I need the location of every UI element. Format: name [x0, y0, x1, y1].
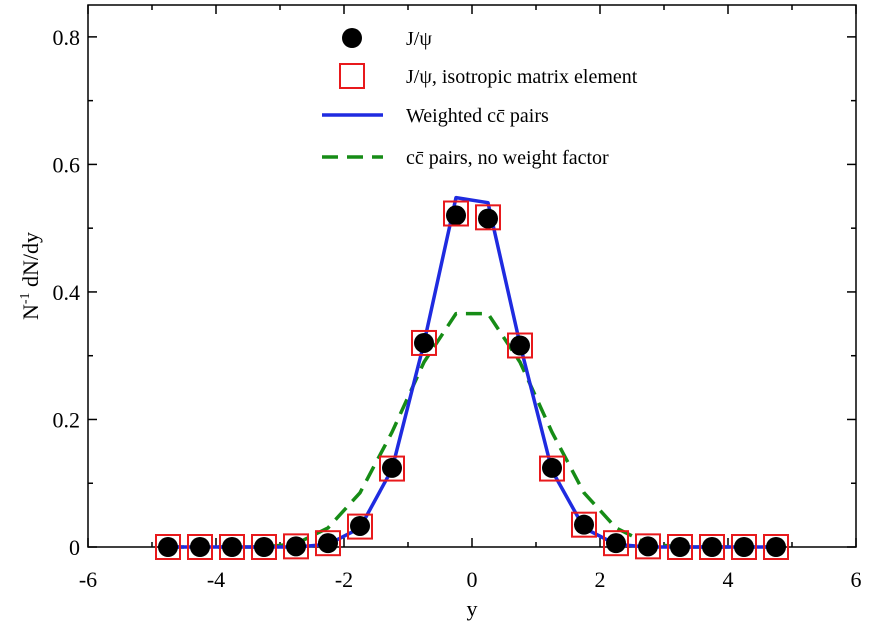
- jpsi-point: [574, 514, 594, 535]
- isotropic-point: [411, 329, 437, 356]
- jpsi-point: [414, 332, 434, 353]
- jpsi-point: [318, 533, 338, 554]
- jpsi-point: [478, 208, 498, 229]
- isotropic-point: [475, 204, 501, 231]
- y-tick-label: 0.8: [53, 25, 81, 50]
- isotropic-point: [187, 534, 213, 560]
- x-tick-label: -6: [79, 567, 97, 592]
- isotropic-point: [507, 332, 533, 359]
- axis-ticks: [87, 5, 857, 548]
- isotropic-point: [731, 534, 757, 560]
- isotropic-point: [315, 530, 341, 557]
- series-line-no-weight: [168, 311, 776, 549]
- legend-label: cc̄ pairs, no weight factor: [406, 147, 609, 169]
- y-axis-label-sup: -1: [18, 292, 33, 304]
- x-tick-label: 0: [467, 567, 478, 592]
- isotropic-point: [699, 534, 725, 560]
- isotropic-point: [155, 534, 181, 560]
- y-axis-label-rest: dN/dy: [18, 232, 43, 293]
- legend: J/ψ J/ψ, isotropic matrix element Weighted…: [322, 28, 638, 169]
- y-axis-label-base: N: [18, 304, 43, 320]
- jpsi-point: [734, 537, 754, 557]
- isotropic-point: [347, 513, 373, 540]
- jpsi-point: [254, 537, 274, 557]
- legend-label: J/ψ, isotropic matrix element: [406, 66, 638, 88]
- jpsi-point: [766, 537, 786, 557]
- jpsi-point: [190, 537, 210, 557]
- series-line-weighted: [168, 195, 776, 549]
- isotropic-point: [667, 534, 693, 560]
- y-tick-label: 0.2: [53, 407, 81, 432]
- y-tick-label: 0.6: [53, 152, 81, 177]
- isotropic-point: [443, 200, 469, 227]
- legend-symbol-circle: [342, 28, 362, 48]
- isotropic-point: [283, 533, 309, 560]
- jpsi-point: [702, 537, 722, 557]
- x-axis-label: y: [467, 596, 478, 621]
- jpsi-point: [606, 533, 626, 554]
- isotropic-point: [219, 534, 245, 560]
- x-tick-label: -2: [335, 567, 353, 592]
- isotropic-point: [635, 533, 661, 560]
- y-tick-label: 0.4: [53, 280, 81, 305]
- legend-label: J/ψ: [406, 28, 432, 50]
- jpsi-point: [638, 536, 658, 557]
- isotropic-point: [251, 534, 277, 560]
- jpsi-point: [222, 537, 242, 557]
- x-tick-label: 6: [851, 567, 862, 592]
- x-tick-label: 4: [723, 567, 734, 592]
- jpsi-point: [350, 515, 370, 536]
- jpsi-point: [286, 536, 306, 557]
- x-tick-label: 2: [595, 567, 606, 592]
- isotropic-point: [603, 530, 629, 557]
- legend-label: Weighted cc̄ pairs: [406, 105, 549, 127]
- legend-symbol-square: [339, 63, 365, 89]
- series-layer: [155, 195, 789, 560]
- isotropic-point: [763, 534, 789, 560]
- jpsi-point: [670, 537, 690, 557]
- isotropic-point: [539, 455, 565, 482]
- jpsi-point: [510, 335, 530, 356]
- jpsi-point: [542, 457, 562, 478]
- jpsi-point: [158, 537, 178, 557]
- x-tick-label: -4: [207, 567, 225, 592]
- y-axis-label: N-1 dN/dy: [18, 232, 43, 320]
- y-tick-label: 0: [69, 535, 80, 560]
- isotropic-point: [379, 455, 405, 482]
- jpsi-point: [382, 457, 402, 478]
- x-tick-labels: -6 -4 -2 0 2 4 6: [79, 567, 862, 592]
- y-tick-labels: 0 0.2 0.4 0.6 0.8: [53, 25, 81, 560]
- isotropic-point: [571, 511, 597, 538]
- jpsi-point: [446, 205, 466, 226]
